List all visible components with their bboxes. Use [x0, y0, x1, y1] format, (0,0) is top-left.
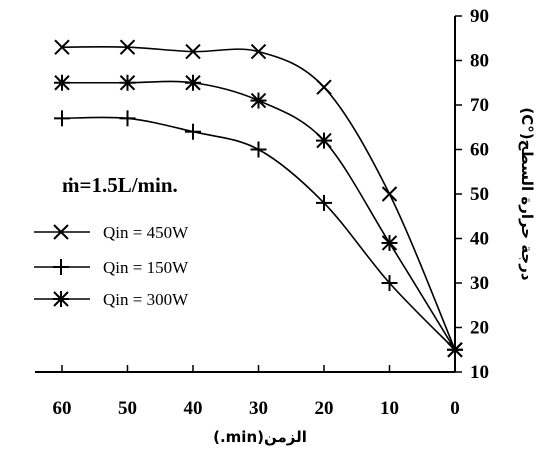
data-point-marker	[185, 123, 201, 140]
legend-label: Qin = 300W	[103, 290, 189, 309]
x-tick-label: 40	[184, 398, 203, 419]
data-point-marker	[316, 194, 332, 211]
data-point-marker	[54, 74, 70, 91]
y-tick-label: 80	[470, 51, 489, 72]
x-ticks: 60 50 40 30 20 10 0	[53, 365, 460, 419]
series-line	[61, 46, 456, 351]
data-point-marker	[381, 186, 398, 202]
y-tick-label: 60	[470, 140, 489, 161]
series-markers	[54, 39, 463, 358]
x-axis-title: الزمن(min.)	[213, 428, 307, 446]
y-tick-label: 70	[470, 95, 489, 116]
data-point-marker	[54, 39, 70, 55]
data-point-marker	[185, 74, 201, 91]
x-tick-label: 20	[315, 398, 334, 419]
data-point-marker	[250, 92, 267, 109]
data-point-marker	[119, 110, 136, 127]
data-point-marker	[119, 74, 136, 91]
legend-marker	[53, 224, 69, 240]
data-point-marker	[316, 132, 332, 149]
legend-label: Qin = 150W	[103, 258, 189, 277]
x-tick-label: 0	[450, 398, 460, 419]
x-tick-label: 30	[249, 398, 268, 419]
x-tick-label: 10	[380, 398, 399, 419]
y-tick-label: 20	[470, 318, 489, 339]
legend-marker	[53, 291, 69, 307]
x-tick-label: 60	[53, 398, 72, 419]
series-line	[62, 80, 456, 351]
y-axis-title: درجة حرارة السطح(°C)	[518, 107, 536, 280]
y-tick-label: 30	[470, 273, 489, 294]
y-tick-label: 90	[470, 6, 489, 27]
data-point-marker	[381, 234, 398, 251]
y-tick-label: 50	[470, 184, 489, 205]
legend: Qin = 450W Qin = 150W Qin = 300W	[34, 223, 189, 309]
flow-rate-annotation: ṁ=1.5L/min.	[62, 173, 178, 197]
data-point-marker	[119, 39, 136, 55]
y-tick-label: 10	[470, 362, 489, 383]
y-ticks: 10 20 30 40 50 60 70 80 90	[455, 6, 489, 383]
data-point-marker	[250, 141, 267, 158]
legend-marker	[53, 259, 69, 275]
data-point-marker	[316, 79, 332, 95]
data-point-marker	[185, 43, 201, 60]
legend-label: Qin = 450W	[103, 223, 189, 242]
data-point-marker	[447, 341, 463, 358]
data-point-marker	[381, 275, 398, 291]
x-tick-label: 50	[118, 398, 137, 419]
data-point-marker	[54, 110, 70, 127]
y-tick-label: 40	[470, 229, 489, 250]
data-point-marker	[250, 43, 267, 60]
